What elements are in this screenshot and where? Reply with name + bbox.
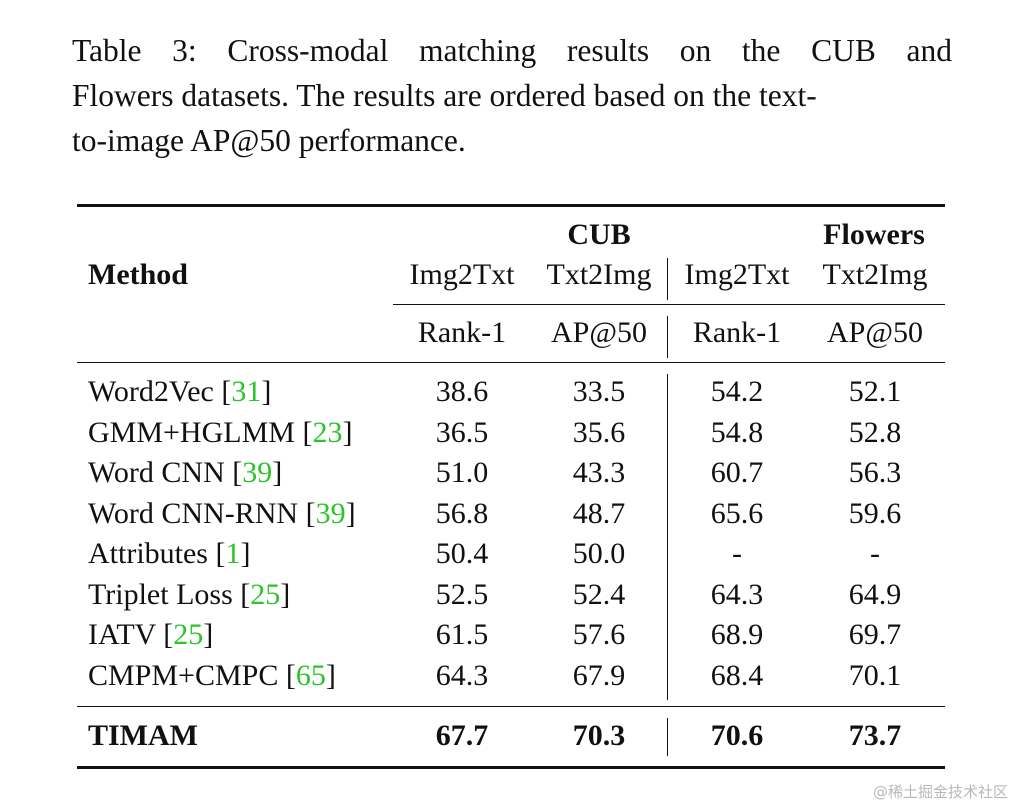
- watermark: @稀土掘金技术社区: [872, 783, 1008, 801]
- method-header: Method: [88, 258, 188, 291]
- table-row-method: Attributes [1]: [88, 537, 251, 570]
- table-cell: 70.1: [848, 659, 902, 692]
- citation-link[interactable]: 31: [231, 375, 262, 408]
- table-cell: 52.5: [435, 578, 489, 611]
- direction-header: Img2Txt: [409, 258, 515, 291]
- table-cell: 67.9: [572, 659, 626, 692]
- direction-header: Img2Txt: [684, 258, 790, 291]
- top-rule: [77, 204, 945, 207]
- direction-header: Txt2Img: [546, 258, 652, 291]
- table-row-method: Triplet Loss [25]: [88, 578, 291, 611]
- table-cell: 60.7: [710, 456, 764, 489]
- table-cell: 35.6: [572, 416, 626, 449]
- caption-line-2: Flowers datasets. The results are ordere…: [72, 78, 817, 113]
- citation-link[interactable]: 65: [295, 659, 326, 692]
- citation-link[interactable]: 1: [225, 537, 241, 570]
- table-cell: 43.3: [572, 456, 626, 489]
- method-label: GMM+HGLMM: [88, 416, 303, 449]
- method-label: Word CNN: [88, 456, 233, 489]
- table-cell: 68.9: [710, 618, 764, 651]
- table-cell: 50.4: [435, 537, 489, 570]
- column-separator: [667, 374, 669, 700]
- table-cell: 48.7: [572, 497, 626, 530]
- table-cell: 52.4: [572, 578, 626, 611]
- table-cell: 36.5: [435, 416, 489, 449]
- table-cell: 56.3: [848, 456, 902, 489]
- table-cell: 64.3: [710, 578, 764, 611]
- table-row-method: Word CNN [39]: [88, 456, 283, 489]
- final-table-cell: 67.7: [435, 719, 489, 752]
- method-label: Attributes: [88, 537, 216, 570]
- citation-link[interactable]: 39: [242, 456, 273, 489]
- table-cell: 33.5: [572, 375, 626, 408]
- table-cell: 56.8: [435, 497, 489, 530]
- caption-line-1: Table 3: Cross-modal matching results on…: [72, 33, 952, 68]
- metric-header: AP@50: [551, 316, 647, 349]
- table-cell: 59.6: [848, 497, 902, 530]
- table-cell: -: [870, 537, 880, 570]
- citation-link[interactable]: 39: [315, 497, 346, 530]
- column-separator: [667, 258, 669, 300]
- final-table-cell: 70.6: [710, 719, 764, 752]
- table-cell: 65.6: [710, 497, 764, 530]
- table-row-method: IATV [25]: [88, 618, 214, 651]
- column-separator: [667, 718, 669, 756]
- table-row-method: GMM+HGLMM [23]: [88, 416, 353, 449]
- citation-link[interactable]: 25: [250, 578, 281, 611]
- header-rule: [77, 362, 945, 364]
- metric-header: Rank-1: [417, 316, 507, 349]
- table-cell: 52.8: [848, 416, 902, 449]
- metric-header: AP@50: [827, 316, 923, 349]
- column-separator: [667, 316, 669, 358]
- direction-header: Txt2Img: [822, 258, 928, 291]
- method-label: CMPM+CMPC: [88, 659, 286, 692]
- method-label: IATV: [88, 618, 164, 651]
- table-cell: 69.7: [848, 618, 902, 651]
- final-table-cell: 70.3: [572, 719, 626, 752]
- table-row-method: Word CNN-RNN [39]: [88, 497, 356, 530]
- table-cell: 52.1: [848, 375, 902, 408]
- table-cell: 51.0: [435, 456, 489, 489]
- table-row-method: Word2Vec [31]: [88, 375, 272, 408]
- table-cell: 64.3: [435, 659, 489, 692]
- table-cell: 54.2: [710, 375, 764, 408]
- body-rule: [77, 706, 945, 708]
- table-row-method: CMPM+CMPC [65]: [88, 659, 336, 692]
- table-cell: 50.0: [572, 537, 626, 570]
- table-cell: 57.6: [572, 618, 626, 651]
- group-header-cub: CUB: [567, 218, 631, 251]
- citation-link[interactable]: 25: [173, 618, 204, 651]
- caption-line-3: to-image AP@50 performance.: [72, 123, 466, 158]
- table-cell: 38.6: [435, 375, 489, 408]
- final-table-cell: 73.7: [848, 719, 902, 752]
- table-caption: Table 3: Cross-modal matching results on…: [72, 28, 952, 163]
- table-cell: 68.4: [710, 659, 764, 692]
- bottom-rule: [77, 766, 945, 769]
- table-cell: 64.9: [848, 578, 902, 611]
- method-label: Triplet Loss: [88, 578, 241, 611]
- table-cell: 61.5: [435, 618, 489, 651]
- table-cell: 54.8: [710, 416, 764, 449]
- group-header-flowers: Flowers: [823, 218, 925, 251]
- final-method-name: TIMAM: [88, 719, 198, 752]
- citation-link[interactable]: 23: [312, 416, 343, 449]
- table-cell: -: [732, 537, 742, 570]
- method-label: Word CNN-RNN: [88, 497, 306, 530]
- method-label: Word2Vec: [88, 375, 222, 408]
- group-subrule: [393, 304, 945, 306]
- metric-header: Rank-1: [692, 316, 782, 349]
